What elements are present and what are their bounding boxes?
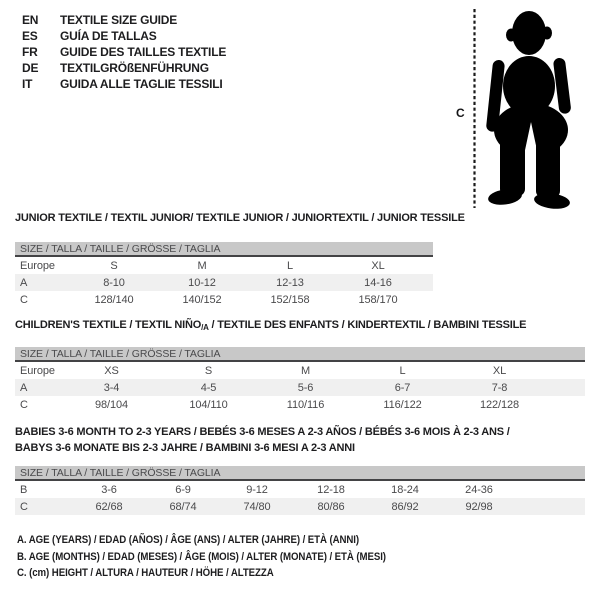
row-label: A bbox=[20, 276, 28, 289]
age-cell: 14-16 bbox=[364, 276, 392, 289]
junior-size-table: SIZE / TALLA / TAILLE / GRÖSSE / TAGLIA … bbox=[15, 242, 433, 308]
language-code: FR bbox=[22, 45, 38, 59]
language-title: TEXTILE SIZE GUIDE bbox=[60, 13, 178, 27]
legend-line-a: A. AGE (YEARS) / EDAD (AÑOS) / ÂGE (ANS)… bbox=[17, 534, 436, 551]
age-cell: 12-18 bbox=[317, 483, 345, 496]
size-cell: S bbox=[110, 259, 118, 272]
language-row-en: EN TEXTILE SIZE GUIDE bbox=[22, 12, 226, 28]
language-list: EN TEXTILE SIZE GUIDE ES GUÍA DE TALLAS … bbox=[22, 12, 226, 92]
legend-text: C. (cm) HEIGHT / ALTURA / HAUTEUR / HÖHE… bbox=[17, 567, 274, 579]
height-cell: 104/110 bbox=[189, 398, 228, 411]
age-cell: 18-24 bbox=[391, 483, 419, 496]
size-header-bar: SIZE / TALLA / TAILLE / GRÖSSE / TAGLIA bbox=[15, 242, 433, 257]
children-section-title: CHILDREN'S TEXTILE / TEXTIL NIÑO/A / TEX… bbox=[15, 319, 527, 332]
row-label: Europe bbox=[20, 364, 55, 377]
age-cell: 24-36 bbox=[465, 483, 493, 496]
language-code: EN bbox=[22, 13, 39, 27]
junior-section-title: JUNIOR TEXTILE / TEXTIL JUNIOR/ TEXTILE … bbox=[15, 212, 465, 224]
height-cell: 80/86 bbox=[317, 500, 345, 513]
language-row-fr: FR GUIDE DES TAILLES TEXTILE bbox=[22, 44, 226, 60]
baby-silhouette-icon bbox=[486, 11, 571, 209]
language-code: DE bbox=[22, 61, 39, 75]
size-cell: XS bbox=[104, 364, 119, 377]
height-cell: 74/80 bbox=[243, 500, 271, 513]
size-header-bar: SIZE / TALLA / TAILLE / GRÖSSE / TAGLIA bbox=[15, 466, 585, 481]
height-cell: 152/158 bbox=[270, 293, 310, 306]
height-cell: 86/92 bbox=[391, 500, 419, 513]
babies-title-line1: BABIES 3-6 MONTH TO 2-3 YEARS / BEBÉS 3-… bbox=[15, 426, 510, 438]
row-label: A bbox=[20, 381, 28, 394]
language-row-de: DE TEXTILGRÖßENFÜHRUNG bbox=[22, 60, 226, 76]
children-title-subscript: /A bbox=[201, 323, 209, 332]
size-cell: XL bbox=[371, 259, 385, 272]
legend-line-c: C. (cm) HEIGHT / ALTURA / HAUTEUR / HÖHE… bbox=[17, 567, 436, 584]
height-cell: 62/68 bbox=[95, 500, 123, 513]
children-size-table: SIZE / TALLA / TAILLE / GRÖSSE / TAGLIA … bbox=[15, 347, 585, 413]
language-row-it: IT GUIDA ALLE TAGLIE TESSILI bbox=[22, 76, 226, 92]
language-title: GUIDA ALLE TAGLIE TESSILI bbox=[60, 77, 223, 91]
size-header-bar: SIZE / TALLA / TAILLE / GRÖSSE / TAGLIA bbox=[15, 347, 585, 362]
language-title: GUÍA DE TALLAS bbox=[60, 29, 157, 43]
height-cell: 98/104 bbox=[94, 398, 129, 411]
age-cell: 8-10 bbox=[103, 276, 125, 289]
size-cell: S bbox=[204, 364, 213, 377]
height-cell: 68/74 bbox=[169, 500, 197, 513]
table-row-height: C 128/140 140/152 152/158 158/170 bbox=[15, 291, 433, 308]
legend-text: A. AGE (YEARS) / EDAD (AÑOS) / ÂGE (ANS)… bbox=[17, 534, 360, 546]
table-row-age: A 8-10 10-12 12-13 14-16 bbox=[15, 274, 433, 291]
row-label: C bbox=[20, 293, 28, 306]
size-header-label: SIZE / TALLA / TAILLE / GRÖSSE / TAGLIA bbox=[20, 242, 221, 255]
age-cell: 3-6 bbox=[101, 483, 117, 496]
age-cell: 5-6 bbox=[297, 381, 314, 394]
age-cell: 7-8 bbox=[491, 381, 508, 394]
age-cell: 4-5 bbox=[200, 381, 217, 394]
age-cell: 6-7 bbox=[394, 381, 411, 394]
age-cell: 3-4 bbox=[103, 381, 120, 394]
table-row-height: C 98/104 104/110 110/116 116/122 122/128 bbox=[15, 396, 585, 413]
height-cell: 140/152 bbox=[182, 293, 222, 306]
size-header-label: SIZE / TALLA / TAILLE / GRÖSSE / TAGLIA bbox=[20, 466, 221, 479]
children-title-pre: CHILDREN'S TEXTILE / TEXTIL NIÑO bbox=[15, 319, 202, 331]
height-measure-dashed-line bbox=[473, 9, 476, 208]
age-cell: 12-13 bbox=[276, 276, 304, 289]
legend-line-b: B. AGE (MONTHS) / EDAD (MESES) / ÂGE (MO… bbox=[17, 551, 436, 568]
children-title-post: / TEXTILE DES ENFANTS / KINDERTEXTIL / B… bbox=[208, 319, 527, 331]
height-cell: 92/98 bbox=[465, 500, 493, 513]
height-cell: 110/116 bbox=[286, 398, 325, 411]
height-cell: 116/122 bbox=[383, 398, 422, 411]
height-cell: 128/140 bbox=[94, 293, 134, 306]
height-measure-label: C bbox=[456, 106, 465, 120]
size-cell: M bbox=[300, 364, 311, 377]
age-cell: 6-9 bbox=[175, 483, 191, 496]
legend-text: B. AGE (MONTHS) / EDAD (MESES) / ÂGE (MO… bbox=[17, 550, 386, 563]
size-cell: XL bbox=[492, 364, 507, 377]
language-code: ES bbox=[22, 29, 38, 43]
table-row-age-months: B 3-6 6-9 9-12 12-18 18-24 24-36 bbox=[15, 481, 585, 498]
age-cell: 10-12 bbox=[188, 276, 216, 289]
height-cell: 122/128 bbox=[479, 398, 520, 411]
row-label: B bbox=[20, 483, 28, 496]
language-title: TEXTILGRÖßENFÜHRUNG bbox=[60, 61, 209, 75]
babies-section-title: BABIES 3-6 MONTH TO 2-3 YEARS / BEBÉS 3-… bbox=[15, 424, 510, 456]
row-label: C bbox=[20, 500, 28, 513]
size-cell: L bbox=[286, 259, 294, 272]
table-row-age: A 3-4 4-5 5-6 6-7 7-8 bbox=[15, 379, 585, 396]
size-cell: M bbox=[197, 259, 207, 272]
table-row-height: C 62/68 68/74 74/80 80/86 86/92 92/98 bbox=[15, 498, 585, 515]
language-title: GUIDE DES TAILLES TEXTILE bbox=[60, 45, 227, 59]
row-label: C bbox=[20, 398, 28, 411]
table-row-europe: Europe XS S M L XL bbox=[15, 362, 585, 379]
row-label: Europe bbox=[20, 259, 55, 272]
size-header-label: SIZE / TALLA / TAILLE / GRÖSSE / TAGLIA bbox=[20, 347, 221, 360]
legend: A. AGE (YEARS) / EDAD (AÑOS) / ÂGE (ANS)… bbox=[17, 534, 436, 584]
language-row-es: ES GUÍA DE TALLAS bbox=[22, 28, 226, 44]
language-code: IT bbox=[22, 77, 33, 91]
table-row-europe: Europe S M L XL bbox=[15, 257, 433, 274]
babies-title-line2: BABYS 3-6 MONATE BIS 2-3 JAHRE / BAMBINI… bbox=[15, 442, 355, 454]
size-cell: L bbox=[399, 364, 406, 377]
age-cell: 9-12 bbox=[246, 483, 268, 496]
babies-size-table: SIZE / TALLA / TAILLE / GRÖSSE / TAGLIA … bbox=[15, 466, 585, 515]
height-cell: 158/170 bbox=[358, 293, 398, 306]
